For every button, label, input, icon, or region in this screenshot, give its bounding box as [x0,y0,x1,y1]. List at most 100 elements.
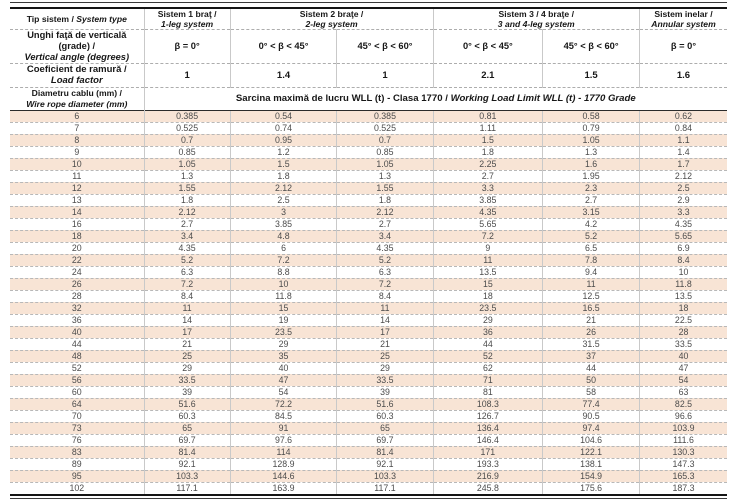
table-row: 36 14 19 14 29 21 22.5 [10,313,727,327]
system-1-leg-ro: Sistem 1 braţ / [157,9,217,19]
wll-value-cell: 108.3 [432,397,543,411]
wll-value-cell: 5.65 [432,217,543,231]
wll-value-cell: 15 [229,301,337,315]
wll-value-cell: 12.5 [542,289,640,303]
table-row: 26 7.2 10 7.2 15 11 11.8 [10,277,727,291]
wll-value-cell: 35 [229,349,337,363]
wll-value-cell: 36 [432,325,543,339]
wll-value-cell: 81.4 [143,445,231,459]
wll-value-cell: 29 [432,313,543,327]
angle-cell: 45° < β < 60° [336,29,433,64]
header-row-angle: Unghi faţă de verticală (grade) / Vertic… [10,29,727,64]
wll-value-cell: 2.25 [432,157,543,171]
wll-value-cell: 4.35 [432,205,543,219]
table-row: 14 2.12 3 2.12 4.35 3.15 3.3 [10,205,727,219]
wll-value-cell: 25 [336,349,433,363]
wll-value-cell: 0.62 [638,109,727,123]
angle-cell: 0° < β < 45° [229,29,337,64]
wll-value-cell: 1.5 [229,157,337,171]
wll-value-cell: 50 [542,373,640,387]
diameter-cell: 36 [10,313,145,327]
diameter-cell: 28 [10,289,145,303]
wll-value-cell: 1.3 [143,169,231,183]
wll-value-cell: 92.1 [143,457,231,471]
wll-value-cell: 77.4 [542,397,640,411]
diameter-cell: 16 [10,217,145,231]
load-factor-cell: 1 [143,63,231,88]
wll-value-cell: 23.5 [432,301,543,315]
wll-value-cell: 65 [143,421,231,435]
wll-value-cell: 33.5 [336,373,433,387]
diameter-cell: 73 [10,421,145,435]
diameter-cell: 20 [10,241,145,255]
table-row: 76 69.7 97.6 69.7 146.4 104.6 111.6 [10,433,727,447]
wll-value-cell: 2.5 [229,193,337,207]
wll-value-cell: 3.85 [432,193,543,207]
wll-value-cell: 52 [432,349,543,363]
diameter-cell: 32 [10,301,145,315]
table-row: 48 25 35 25 52 37 40 [10,349,727,363]
table-row: 95 103.3 144.6 103.3 216.9 154.9 165.3 [10,469,727,483]
wll-value-cell: 1.3 [542,145,640,159]
wll-table-frame: Tip sistem / System type Sistem 1 braţ /… [10,2,727,499]
wll-value-cell: 3 [229,205,337,219]
table-row: 8 0.7 0.95 0.7 1.5 1.05 1.1 [10,133,727,147]
row-header-load-factor: Coeficient de ramură / Load factor [10,63,145,88]
wll-value-cell: 58 [542,385,640,399]
wll-value-cell: 21 [336,337,433,351]
wll-value-cell: 65 [336,421,433,435]
row-header-angle: Unghi faţă de verticală (grade) / Vertic… [10,29,145,64]
diameter-cell: 7 [10,121,145,135]
wll-value-cell: 103.9 [638,421,727,435]
row-header-diameter-ro: Diametru cablu (mm) / [31,88,122,99]
diameter-cell: 60 [10,385,145,399]
wll-value-cell: 44 [432,337,543,351]
wll-value-cell: 1.05 [542,133,640,147]
wll-value-cell: 11 [336,301,433,315]
diameter-cell: 40 [10,325,145,339]
wll-value-cell: 7.2 [432,229,543,243]
wll-value-cell: 23.5 [229,325,337,339]
wll-value-cell: 1.05 [336,157,433,171]
wll-value-cell: 63 [638,385,727,399]
diameter-cell: 89 [10,457,145,471]
wll-value-cell: 3.4 [143,229,231,243]
wll-value-cell: 1.5 [432,133,543,147]
wll-value-cell: 16.5 [542,301,640,315]
wll-value-cell: 0.85 [336,145,433,159]
wll-value-cell: 2.12 [336,205,433,219]
wll-value-cell: 216.9 [432,469,543,483]
wll-value-cell: 0.58 [542,109,640,123]
wll-value-cell: 40 [229,361,337,375]
wll-value-cell: 5.2 [143,253,231,267]
wll-value-cell: 14 [336,313,433,327]
wll-value-cell: 6 [229,241,337,255]
wll-value-cell: 1.7 [638,157,727,171]
system-1-leg-en: 1-leg system [161,19,214,30]
wll-value-cell: 54 [229,385,337,399]
diameter-cell: 6 [10,109,145,123]
wll-value-cell: 2.7 [542,193,640,207]
wll-value-cell: 11 [143,301,231,315]
row-header-diameter-en: Wire rope diameter (mm) [26,98,128,109]
wll-value-cell: 69.7 [336,433,433,447]
wll-value-cell: 4.35 [336,241,433,255]
wll-value-cell: 0.85 [143,145,231,159]
diameter-cell: 48 [10,349,145,363]
table-row: 56 33.5 47 33.5 71 50 54 [10,373,727,387]
table-row: 40 17 23.5 17 36 26 28 [10,325,727,339]
table-row: 24 6.3 8.8 6.3 13.5 9.4 10 [10,265,727,279]
table-row: 16 2.7 3.85 2.7 5.65 4.2 4.35 [10,217,727,231]
wll-value-cell: 21 [143,337,231,351]
wll-value-cell: 6.3 [336,265,433,279]
wll-value-cell: 6.3 [143,265,231,279]
angle-cell: β = 0° [143,29,231,64]
wll-value-cell: 11.8 [229,289,337,303]
wll-value-cell: 26 [542,325,640,339]
system-3-4-leg-ro: Sistem 3 / 4 braţe / [498,9,574,19]
wll-value-cell: 4.8 [229,229,337,243]
wll-value-cell: 0.95 [229,133,337,147]
table-row: 52 29 40 29 62 44 47 [10,361,727,375]
diameter-cell: 24 [10,265,145,279]
